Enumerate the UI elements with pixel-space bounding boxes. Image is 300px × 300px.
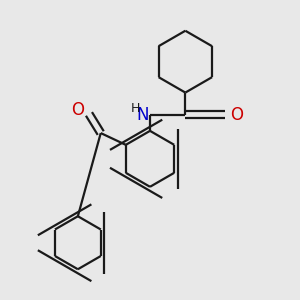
Text: O: O — [230, 106, 243, 124]
Text: H: H — [131, 102, 141, 115]
Text: O: O — [71, 101, 84, 119]
Text: N: N — [136, 106, 148, 124]
